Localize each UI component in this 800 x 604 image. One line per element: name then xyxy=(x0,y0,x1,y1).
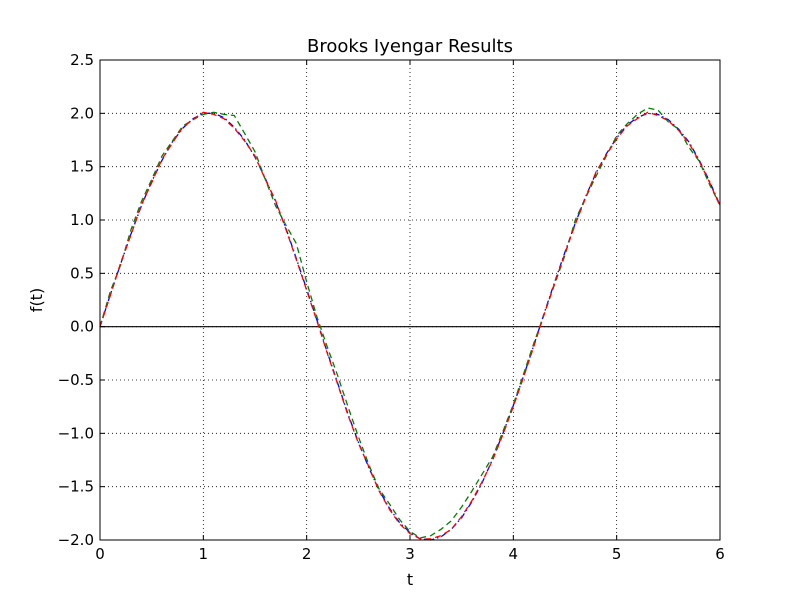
y-tick-label: −1.5 xyxy=(58,478,94,496)
x-tick-label: 5 xyxy=(612,545,622,563)
y-tick-label: 2.5 xyxy=(70,51,94,69)
y-tick-label: 0.5 xyxy=(70,264,94,282)
series-group xyxy=(99,107,721,541)
x-axis-label: t xyxy=(407,570,413,589)
x-tick-label: 3 xyxy=(405,545,415,563)
y-axis-ticks: −2.0 −1.5 −1.0 −0.5 0.0 0.5 1.0 1.5 2.0 2.5 xyxy=(58,51,720,549)
x-tick-label: 2 xyxy=(302,545,312,563)
y-tick-label: 1.0 xyxy=(70,211,94,229)
chart-title: Brooks Iyengar Results xyxy=(307,36,513,57)
series-line-3 xyxy=(99,111,721,540)
series-line-2 xyxy=(99,107,721,539)
x-tick-label: 6 xyxy=(715,545,725,563)
y-tick-label: 1.5 xyxy=(70,158,94,176)
x-tick-label: 1 xyxy=(199,545,209,563)
y-tick-label: −2.0 xyxy=(58,531,94,549)
x-tick-label: 4 xyxy=(509,545,519,563)
x-axis-ticks: 0 1 2 3 4 5 6 xyxy=(95,60,725,563)
y-tick-label: −0.5 xyxy=(58,371,94,389)
x-tick-label: 0 xyxy=(95,545,105,563)
y-tick-label: −1.0 xyxy=(58,424,94,442)
y-axis-label: f(t) xyxy=(27,288,46,312)
y-tick-label: 2.0 xyxy=(70,104,94,122)
y-tick-label: 0.0 xyxy=(70,318,94,336)
